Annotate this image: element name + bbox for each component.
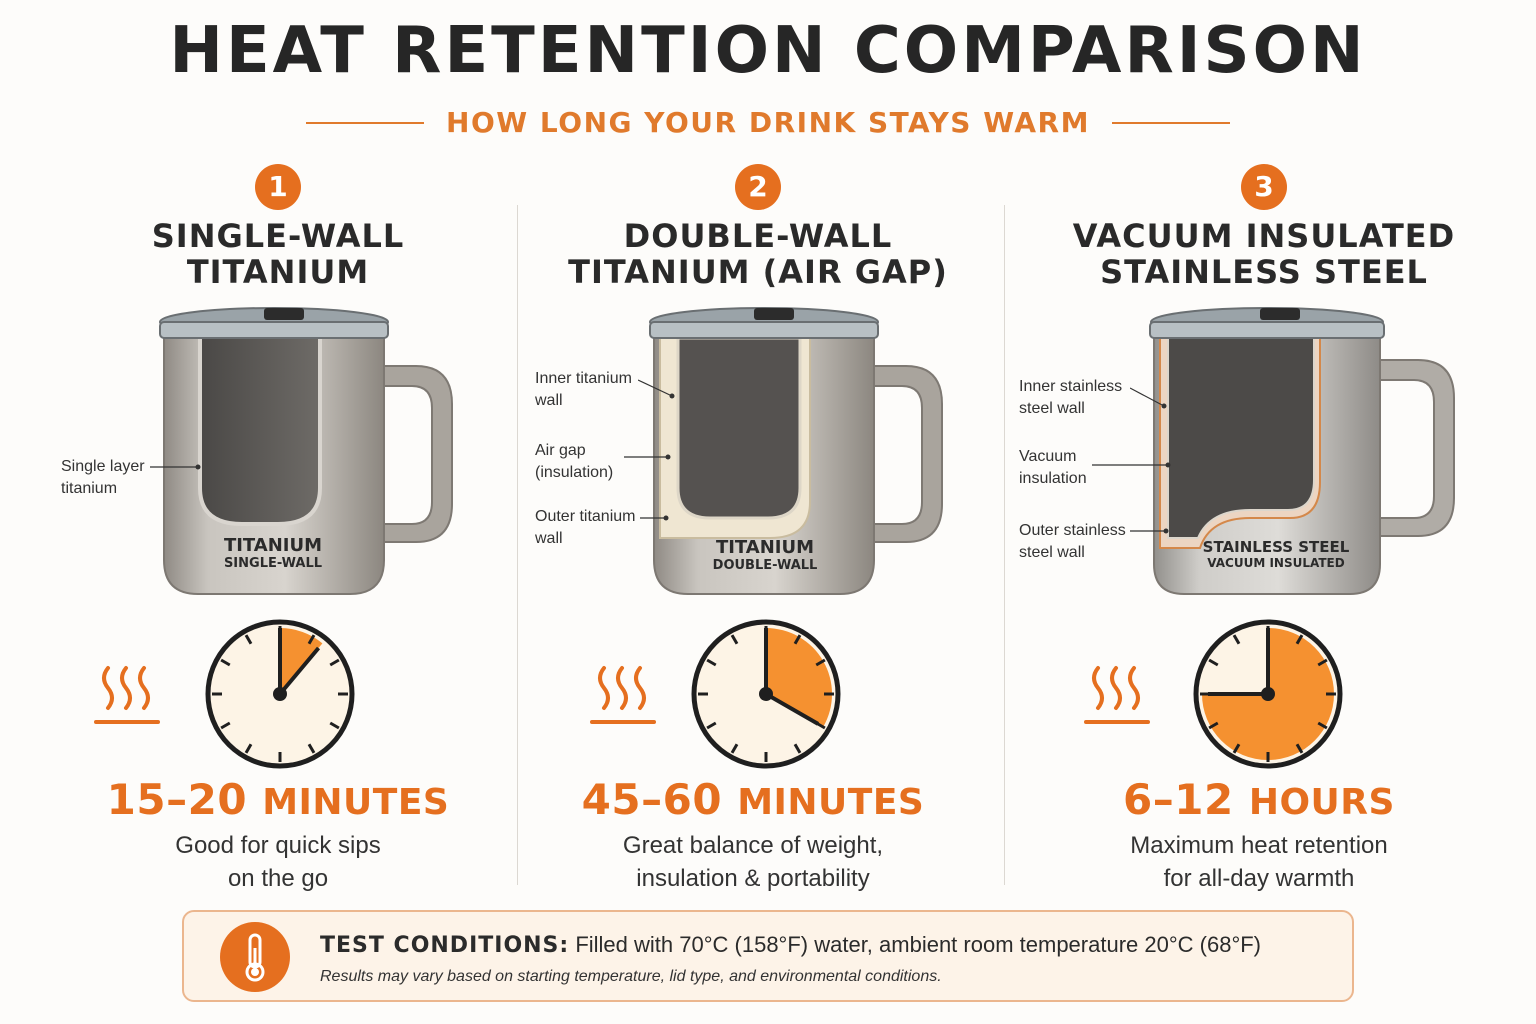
test-conditions-note: Results may vary based on starting tempe… [320,968,942,985]
step-number-badge: 2 [735,164,781,210]
annotation-leader-line [1130,387,1167,409]
steam-icon [94,666,160,724]
clock-tick [220,658,231,667]
subtitle-rule-left [306,121,425,124]
step-number-badge: 3 [1241,164,1287,210]
clock-tick [244,634,253,645]
time-value: 6–12 [1123,775,1234,824]
comparison-column-vacuum-insulated: 3 VACUUM INSULATED STAINLESS STEEL Inner… [1014,160,1514,900]
clock-tick [706,721,717,730]
double-wall-mug-illustration [649,307,943,595]
mug-engraving: TITANIUM DOUBLE-WALL [670,537,860,573]
elapsed-time-wedge [280,628,323,694]
page-title: HEAT RETENTION COMPARISON [169,14,1367,88]
clock-hand [765,692,820,726]
clock-tick [1232,634,1241,645]
clock-tick [1317,658,1328,667]
column-title: DOUBLE-WALL TITANIUM (AIR GAP) [568,217,948,291]
column-description: Good for quick sips on the go [175,832,381,892]
clock-tick [1295,634,1304,645]
column-title: VACUUM INSULATED STAINLESS STEEL [1072,217,1456,291]
time-result: 6–12 HOURS [1004,775,1514,824]
clock-tick [329,721,340,730]
wall-annotation: Outer titanium wall [535,508,636,547]
clock-tick [730,743,739,754]
clock-center [1261,687,1275,701]
time-value: 15–20 [106,775,248,824]
clock-hand [278,646,321,696]
time-result: 15–20 MINUTES [28,775,528,824]
clock-center [759,687,773,701]
clock-tick [793,743,802,754]
column-description: Great balance of weight, insulation & po… [622,832,884,892]
step-number-badge: 1 [255,164,301,210]
annotation-leader-line [640,515,669,521]
subtitle-row: HOW LONG YOUR DRINK STAYS WARM [0,106,1536,139]
wall-annotation: Vacuum insulation [1019,448,1087,487]
clock-tick [815,658,826,667]
clock-tick [1208,658,1219,667]
clock-center [273,687,287,701]
annotation-leader-line [1092,462,1171,468]
page-subtitle: HOW LONG YOUR DRINK STAYS WARM [446,106,1090,139]
clock-icon [205,619,355,769]
clock-icon [1193,619,1343,769]
test-conditions-label: TEST CONDITIONS: [320,933,570,958]
mug-label: TITANIUM [223,535,323,556]
clock-tick [307,743,316,754]
wall-annotation: Inner titanium wall [535,370,632,409]
annotation-leader-line [624,454,671,460]
test-conditions-panel: TEST CONDITIONS: Filled with 70°C (158°F… [182,910,1354,1002]
clock-tick [793,634,802,645]
clock-tick [1232,743,1241,754]
mug-engraving: TITANIUM SINGLE-WALL [178,535,368,571]
single-wall-mug-illustration [159,307,453,595]
annotation-leader-line [150,464,201,470]
clock-tick [307,634,316,645]
clock-tick [730,634,739,645]
clock-tick [706,658,717,667]
steam-icon [590,666,656,724]
wall-annotation: Single layer titanium [61,458,145,497]
clock-tick [1208,721,1219,730]
comparison-column-single-wall: 1 SINGLE-WALL TITANIUM Single layer tita… [28,160,528,900]
comparison-column-double-wall: 2 DOUBLE-WALL TITANIUM (AIR GAP) Inner t… [508,160,1008,900]
column-title: SINGLE-WALL TITANIUM [151,217,405,291]
time-value: 45–60 [581,775,723,824]
clock-tick [329,658,340,667]
test-conditions-text: TEST CONDITIONS: Filled with 70°C (158°F… [320,932,1261,958]
annotation-leader-line [1130,528,1169,534]
clock-tick [1317,721,1328,730]
mug-sublabel: VACUUM INSULATED [1207,556,1345,570]
time-result: 45–60 MINUTES [498,775,1008,824]
time-unit: HOURS [1248,782,1395,823]
subtitle-rule-right [1111,121,1230,124]
mug-engraving: STAINLESS STEEL VACUUM INSULATED [1186,538,1366,570]
clock-tick [220,721,231,730]
time-unit: MINUTES [262,782,450,823]
column-description: Maximum heat retention for all-day warmt… [1130,832,1388,892]
wall-annotation: Air gap (insulation) [535,442,614,481]
clock-tick [244,743,253,754]
mug-label: TITANIUM [715,537,815,558]
column-divider [517,205,518,885]
thermometer-icon [220,922,290,992]
steam-icon [1084,666,1150,724]
mug-sublabel: SINGLE-WALL [223,556,323,571]
wall-annotation: Inner stainless steel wall [1019,378,1123,417]
clock-icon [691,619,841,769]
mug-sublabel: DOUBLE-WALL [712,558,818,573]
test-conditions-detail: Filled with 70°C (158°F) water, ambient … [575,932,1262,957]
mug-label: STAINLESS STEEL [1202,538,1350,556]
clock-tick [1295,743,1304,754]
annotation-leader-line [638,379,675,399]
vacuum-mug-illustration [1149,307,1455,595]
wall-annotation: Outer stainless steel wall [1019,522,1126,561]
time-unit: MINUTES [737,782,925,823]
column-divider [1004,205,1005,885]
